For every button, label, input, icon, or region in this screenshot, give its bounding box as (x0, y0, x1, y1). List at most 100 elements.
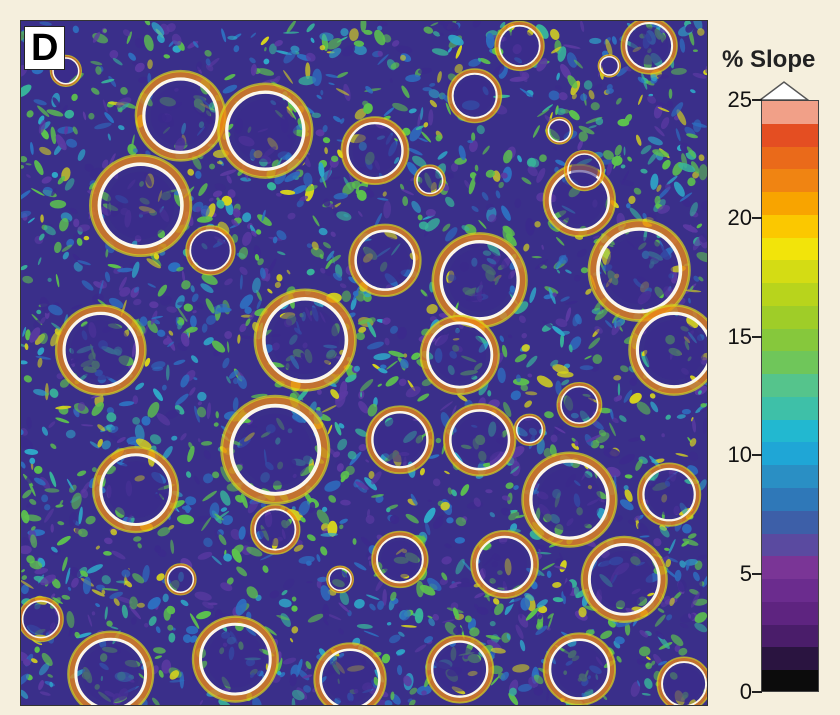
terrain-speck (33, 389, 47, 396)
terrain-speck (138, 76, 148, 84)
crater-outer-rim (89, 153, 193, 258)
terrain-speck (613, 640, 621, 649)
terrain-speck (153, 388, 163, 402)
terrain-speck (571, 443, 580, 450)
crater-floor (570, 157, 598, 185)
terrain-speck (291, 626, 299, 634)
terrain-speck (320, 546, 328, 556)
terrain-speck (693, 571, 700, 582)
terrain-speck (70, 567, 81, 578)
terrain-speck (303, 685, 312, 693)
terrain-speck (238, 247, 249, 260)
terrain-speck (39, 332, 48, 345)
terrain-speck (144, 357, 151, 367)
terrain-speck (693, 275, 700, 282)
terrain-speck (661, 433, 665, 438)
terrain-speck (106, 620, 113, 627)
crater-floor (271, 306, 339, 374)
terrain-speck (299, 465, 315, 477)
terrain-speck (338, 602, 350, 613)
terrain-speck (239, 294, 254, 309)
crater-outer-rim (92, 446, 180, 534)
terrain-speck (485, 203, 495, 210)
terrain-speck (29, 498, 37, 505)
terrain-speck (517, 155, 522, 163)
terrain-speck (197, 551, 213, 560)
terrain-speck (281, 589, 288, 596)
legend-color-band (762, 169, 818, 193)
terrain-speck (671, 102, 684, 117)
terrain-speck (377, 600, 384, 610)
terrain-speck (623, 485, 629, 491)
terrain-speck (369, 603, 376, 611)
terrain-speck (267, 288, 273, 294)
terrain-speck (201, 516, 212, 532)
terrain-speck (531, 255, 542, 259)
terrain-speck (282, 657, 297, 665)
terrain-speck (450, 163, 459, 172)
terrain-speck (37, 105, 50, 117)
crater-floor (537, 468, 601, 532)
terrain-speck (26, 476, 34, 484)
terrain-speck (698, 554, 707, 560)
crater-rim-highlight (97, 162, 184, 249)
terrain-speck (520, 597, 531, 611)
crater-rim-highlight (225, 90, 306, 171)
crater-outer-rim (326, 565, 354, 594)
terrain-speck (573, 59, 583, 69)
terrain-speck (384, 337, 390, 346)
terrain-speck (26, 110, 34, 118)
terrain-speck (510, 390, 522, 401)
terrain-speck (39, 296, 51, 314)
terrain-speck (655, 631, 665, 640)
terrain-speck (405, 513, 419, 524)
terrain-speck (276, 251, 286, 256)
terrain-speck (599, 444, 605, 449)
crater-floor (352, 128, 398, 174)
crater-outer-rim (67, 630, 155, 705)
terrain-speck (377, 197, 389, 201)
terrain-speck (180, 332, 190, 347)
terrain-speck (41, 176, 52, 184)
terrain-speck (578, 131, 588, 142)
terrain-speck (684, 289, 702, 293)
terrain-speck (689, 438, 697, 447)
legend-color-band (762, 670, 818, 691)
terrain-speck (201, 323, 208, 333)
crater-floor (377, 417, 423, 463)
crater-outer-rim (313, 642, 387, 705)
terrain-speck (95, 66, 102, 75)
terrain-speck (681, 540, 690, 547)
crater-rim (21, 597, 64, 642)
terrain-speck (690, 89, 696, 94)
terrain-speck (686, 133, 698, 139)
terrain-speck (356, 623, 373, 629)
terrain-speck (291, 697, 296, 705)
terrain-speck (30, 141, 34, 155)
terrain-speck (51, 596, 63, 604)
terrain-speck (296, 388, 309, 402)
crater-rim (543, 633, 615, 705)
terrain-speck (104, 112, 115, 124)
terrain-speck (256, 68, 275, 76)
terrain-speck (89, 441, 100, 449)
terrain-speck (603, 448, 621, 459)
terrain-speck (396, 665, 403, 676)
terrain-speck (250, 63, 257, 76)
terrain-speck (82, 111, 87, 121)
terrain-speck (552, 364, 569, 374)
terrain-speck (189, 635, 198, 643)
legend-color-band (762, 123, 818, 147)
terrain-speck (495, 190, 501, 199)
terrain-speck (340, 499, 351, 506)
terrain-speck (697, 28, 705, 36)
legend-color-band (762, 146, 818, 170)
terrain-speck (34, 568, 49, 575)
terrain-speck (233, 45, 240, 53)
terrain-speck (532, 125, 540, 138)
terrain-speck (189, 315, 197, 328)
terrain-speck (198, 183, 208, 197)
terrain-speck (696, 223, 703, 229)
terrain-speck (588, 337, 601, 349)
terrain-speck (417, 393, 430, 402)
